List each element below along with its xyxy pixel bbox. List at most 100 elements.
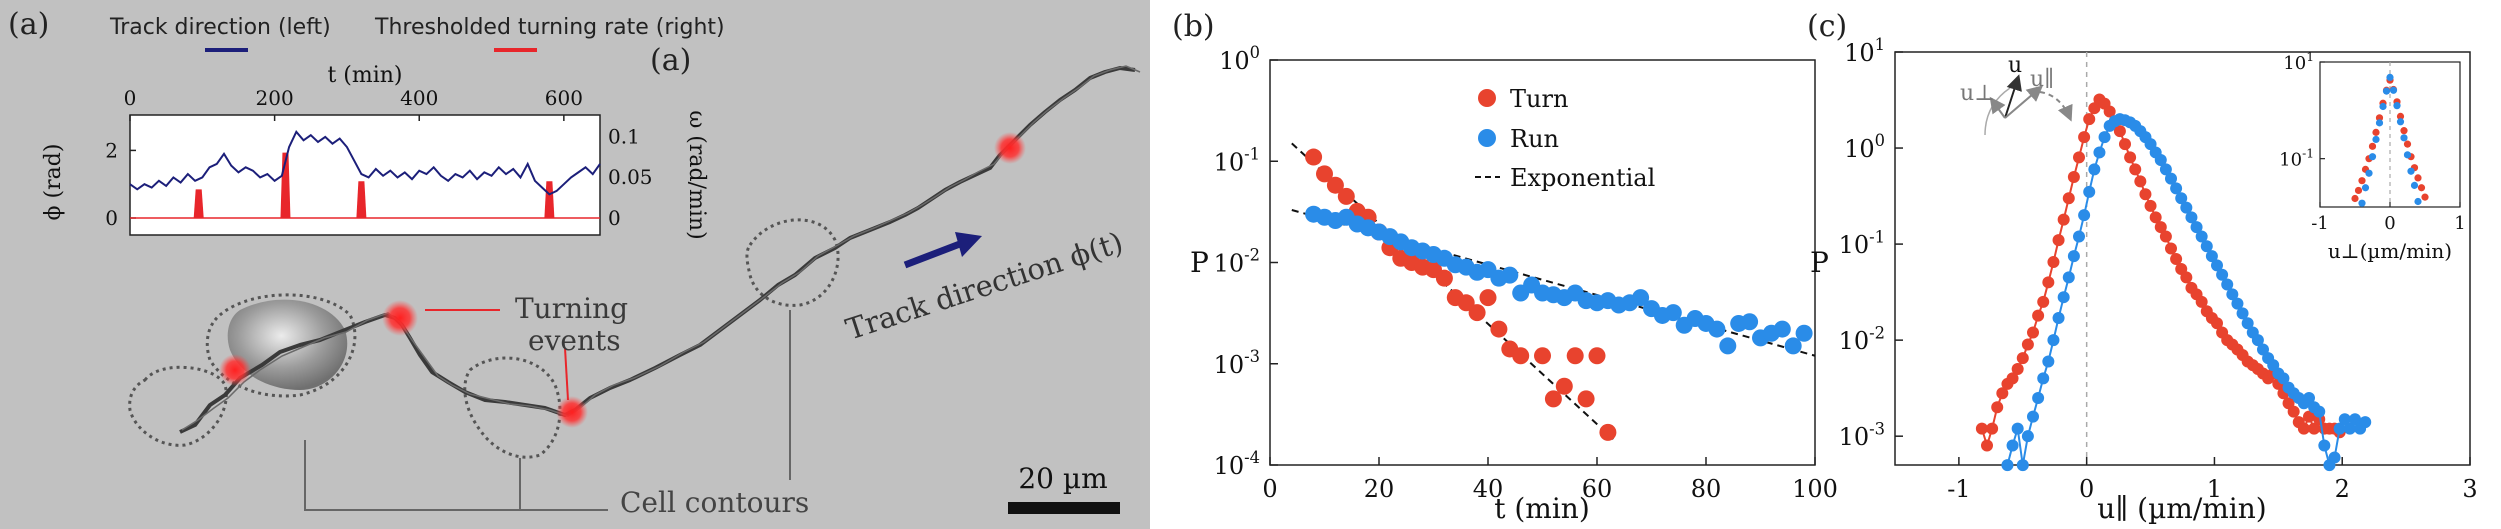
panel-c-inset-turn-point-7	[2372, 128, 2380, 136]
panel-b-run-point-31	[1632, 289, 1650, 307]
panel-c-turn-point-10	[2021, 338, 2034, 351]
panel-b-ytick-label-0: 100	[1219, 43, 1260, 75]
inset-xtick-label-200: 200	[256, 86, 294, 110]
legend-turning-rate: Thresholded turning rate (right)	[374, 15, 725, 40]
panel-b-run-point-44	[1773, 320, 1791, 338]
panel-c-run-point-41	[2205, 250, 2218, 263]
panel-b-label: (b)	[1172, 9, 1215, 44]
panel-b-run-point-41	[1741, 313, 1759, 331]
panel-c-run-point-14	[2067, 250, 2080, 263]
panel-c-turn-point-18	[2062, 192, 2075, 205]
panel-c-run-point-38	[2190, 221, 2203, 234]
panel-c-turn-point-62	[2287, 405, 2300, 418]
cell-contour-pointer-1	[304, 440, 590, 511]
panel-a-label: (a)	[8, 7, 49, 42]
panel-c-xtick-label-3: 3	[2462, 475, 2477, 503]
panel-c-ytick-label--2: 10-2	[1839, 323, 1885, 355]
panel-c-run-point-13	[2062, 271, 2075, 284]
panel-b-xtick-label-40: 40	[1473, 475, 1504, 503]
diagram-perp-arrow	[1989, 96, 2006, 119]
panel-c-inset-turn-point-6	[2368, 142, 2377, 150]
panel-c-inset-run-point-11	[2393, 102, 2401, 110]
panel-c-inset-run-point-1	[2358, 199, 2366, 207]
panel-c-turn-point-7	[2006, 372, 2019, 385]
inset-ytick-right-0.05: 0.05	[608, 165, 653, 189]
diagram-arc-right	[2039, 91, 2073, 122]
track-direction-arrow-shaft	[903, 238, 967, 269]
panel-c-inset-xtick-label-0: 0	[2384, 213, 2395, 234]
diagram-u-label: u	[2008, 53, 2022, 78]
panel-c-turn-point-11	[2027, 326, 2039, 339]
panel-b-turn-point-13	[1435, 269, 1453, 287]
cell-contour-1	[128, 365, 228, 447]
panel-c-turn-point-66	[2308, 422, 2321, 435]
panel-c-inset-points	[2351, 73, 2429, 207]
panel-c-turn-point-28	[2113, 125, 2126, 138]
panel-c-turn-point-44	[2195, 295, 2208, 308]
turning-event-3	[556, 396, 588, 428]
panel-c-inset-run-point-2	[2361, 184, 2370, 192]
panel-c-run-point-34	[2170, 182, 2183, 195]
panel-c-turn-point-41	[2180, 271, 2193, 284]
panel-a-inset-timeseries: t (min) 0 200 400 600 0 2 0 0.05 0.1 ϕ (rad) ω…	[41, 63, 709, 240]
legend-track-direction: Track direction (left)	[109, 15, 331, 40]
panel-c-turn-point-35	[2149, 211, 2162, 224]
panel-c-run-point-50	[2251, 334, 2264, 347]
panel-c-turn-point-17	[2057, 213, 2070, 226]
panel-b-turn-point-23	[1555, 377, 1573, 395]
panel-c-ytick-label--1: 10-1	[1839, 227, 1885, 259]
panel-b-legend: Turn Run Exponential	[1475, 85, 1655, 192]
panel-b-turn-point-25	[1577, 390, 1595, 408]
panel-c-run-point-18	[2088, 163, 2101, 176]
cell-contour-3	[463, 356, 562, 459]
panel-b-turn-point-21	[1534, 347, 1551, 365]
panel-c-run-point-66	[2333, 422, 2346, 435]
legend-exponential-label: Exponential	[1510, 164, 1655, 192]
panel-c-turn-point-47	[2211, 317, 2223, 330]
inset-ytick-left-0: 0	[105, 206, 118, 230]
microscopy-background	[0, 0, 1150, 529]
panel-c-run-point-10	[2047, 334, 2060, 347]
panel-c-inset-run-point-12	[2396, 118, 2405, 126]
diagram-u-perp-label: u⊥	[1960, 81, 1995, 106]
panel-b-data-points	[1305, 148, 1813, 441]
inset-xticks: 0 200 400 600	[124, 86, 583, 121]
panel-b-turn-point-20	[1512, 347, 1530, 365]
panel-c-run-point-67	[2338, 413, 2351, 426]
panel-c-run-point-44	[2221, 278, 2234, 291]
panel-c-inset-turn-point-15	[2400, 127, 2408, 135]
inset-yticks-right: 0 0.05 0.1	[608, 124, 653, 230]
panel-c-turn-point-14	[2042, 276, 2055, 289]
turning-event-4	[994, 132, 1026, 164]
panel-c-inset-run-point-8	[2382, 87, 2391, 95]
panel-c-turn-point-38	[2165, 242, 2177, 255]
panel-c-turn-point-29	[2119, 138, 2131, 151]
panel-c-run-point-8	[2037, 372, 2050, 385]
panel-c-xtick-label-0: 0	[2079, 475, 2094, 503]
panel-c-inset-run-point-10	[2389, 86, 2398, 94]
panel-b-run-point-19	[1501, 266, 1519, 284]
turning-events-label-line2: events	[528, 324, 621, 357]
panel-c-turn-point-39	[2170, 252, 2183, 265]
panel-c-inset-turn-point-20	[2417, 184, 2426, 192]
panel-b-turn-point-3	[1326, 176, 1344, 194]
panel-c-run-point-9	[2042, 355, 2055, 368]
panel-b-turn-point-24	[1566, 347, 1584, 365]
panel-c-turn-point-9	[2016, 352, 2029, 365]
panel-c-xlabel: u∥ (µm/min)	[2097, 492, 2266, 525]
panel-c-run-point-6	[2027, 410, 2039, 423]
panel-c-run-point-68	[2343, 422, 2356, 435]
panel-c-inset-run-point-3	[2365, 169, 2373, 177]
panel-c-xtick-label-2: 2	[2335, 475, 2350, 503]
panel-c-inset-run-point-16	[2410, 181, 2419, 189]
panel-c-run-point-11	[2052, 312, 2065, 325]
panel-c-run-point-16	[2078, 209, 2091, 222]
track-direction-arrow-head	[955, 232, 982, 257]
panel-c-inset-turn-point-14	[2396, 112, 2405, 120]
panel-c-inset-xticks: -1 0 1	[2311, 202, 2466, 234]
panel-c-turn-point-64	[2297, 422, 2310, 435]
panel-c-run-point-12	[2057, 291, 2070, 304]
panel-b-turn-point-22	[1544, 390, 1562, 408]
inset-xtick-label-0: 0	[124, 86, 137, 110]
panel-c-turn-point-30	[2124, 151, 2137, 164]
